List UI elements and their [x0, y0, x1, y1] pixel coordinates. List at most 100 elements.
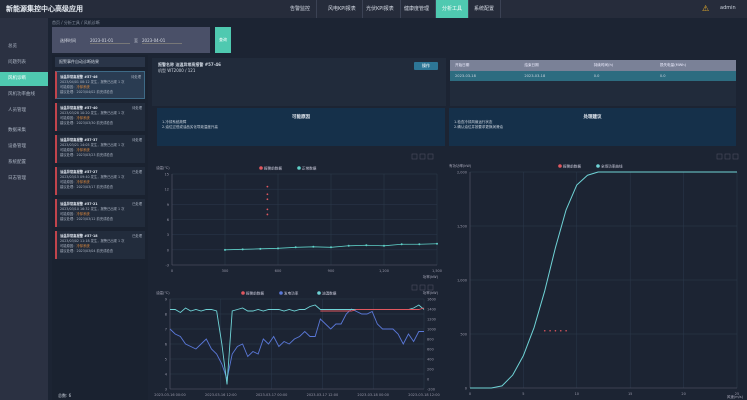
x-tick-label: 15	[628, 392, 632, 396]
event-card[interactable]: 油温异常高报警 #57-18 已处理 2023/03/02 11:18 发生，报警已…	[55, 231, 145, 259]
nav-item[interactable]: 光伏KPI报表	[360, 0, 401, 18]
sidebar-item[interactable]: 日志管理	[8, 176, 26, 181]
end-date-input[interactable]: 2023-04-01	[142, 38, 182, 44]
card-status: 待处理	[132, 106, 142, 110]
normal-data-point	[277, 247, 279, 250]
event-card[interactable]: 油温异常高报警 #57-46 待处理 2023/04/01 08:12 发生，报警已…	[55, 71, 145, 99]
table-header: 结束日期	[519, 60, 589, 71]
nav-item[interactable]: 健康度管理	[398, 0, 437, 18]
normal-data-point	[347, 244, 350, 247]
x-tick-label: 2023-03-18 12:00	[408, 393, 440, 397]
legend-label: 报警前数据	[246, 291, 264, 296]
event-card[interactable]: 油温异常高报警 #57-37 待处理 2023/03/21 14:05 发生，报警已…	[55, 135, 145, 163]
sidebar-item[interactable]: 风机诊断	[0, 72, 48, 86]
card-time: 2023/03/21 14:05 发生，报警已出现 1 次	[60, 143, 125, 147]
sidebar-item[interactable]: 系统配置	[8, 160, 26, 165]
legend-label: 全场功率曲线	[601, 164, 623, 169]
alarm-data-point	[266, 193, 269, 196]
save-icon	[732, 153, 739, 160]
event-card[interactable]: 油温异常高报警 #57-21 已处理 2023/03/10 16:32 发生，报警已…	[55, 199, 145, 227]
alarm-data-point	[266, 185, 269, 188]
card-cause-tag: 冷却系统	[76, 148, 90, 152]
y-tick-label: 6	[167, 218, 169, 222]
sidebar-item[interactable]: 人员管理	[8, 108, 26, 113]
normal-data-point	[418, 243, 421, 246]
alarm-data-point	[559, 329, 562, 332]
legend-label: 报警前数据	[563, 164, 581, 169]
start-date-input[interactable]: 2023-01-01	[90, 38, 130, 44]
sidebar-item[interactable]: 设备管理	[8, 144, 26, 149]
y2-axis-label: 功率(kW)	[423, 290, 439, 295]
legend-marker	[558, 164, 562, 168]
y-tick-label: 15	[165, 173, 169, 177]
alarm-data-point	[543, 329, 546, 332]
event-card[interactable]: 油温异常高报警 #57-27 已处理 2023/03/15 09:40 发生，报警已…	[55, 167, 145, 195]
alarm-data-point	[554, 329, 557, 332]
card-cause-tag: 冷却系统	[76, 85, 90, 89]
x-tick-label: 0	[171, 269, 173, 273]
x-tick-label: 2023-03-16 12:00	[205, 393, 237, 397]
advice-panel: 处理建议 1.检查冷却风扇运行状态 2.确认油位并按要求更换润滑油	[449, 108, 736, 146]
info-panel: 报警名称 油温异常高报警 #57-46 机型 WT2000 / 121	[152, 58, 446, 106]
table-cell: 0.0	[588, 71, 655, 81]
y2-tick-label: 0	[427, 378, 429, 382]
nav-item[interactable]: 分析工具	[436, 0, 470, 18]
card-advice: 建议处理：2023/03/12 前完成检查	[60, 217, 114, 221]
alarm-name: 报警名称 油温异常高报警 #57-46	[158, 62, 221, 67]
event-list-title[interactable]: 报警事件自动诊断结果	[55, 57, 145, 67]
normal-data-point	[330, 246, 332, 249]
normal-data-point	[400, 243, 403, 246]
nav-item[interactable]: 系统配置	[468, 0, 502, 18]
card-status: 待处理	[131, 75, 141, 79]
table-header: 开始日期	[450, 60, 520, 71]
sidebar-item[interactable]: 风机功率曲线	[8, 92, 35, 97]
normal-data-point	[259, 247, 262, 250]
cause-line: 1.冷却系统故障	[162, 120, 187, 124]
turbine-model: 机型 WT2000 / 121	[158, 68, 196, 73]
legend-marker	[297, 166, 301, 170]
filter-label: 选择时间	[60, 38, 76, 43]
y2-tick-label: 1000	[427, 328, 436, 332]
card-title: 油温异常高报警 #57-21	[60, 202, 98, 206]
x-tick-label: 1,500	[432, 269, 442, 273]
alarm-data-point	[266, 198, 269, 201]
alarm-data-point	[549, 329, 551, 332]
nav-item[interactable]: 风电KPI报表	[322, 0, 363, 18]
x-axis-label: 风速(m/s)	[727, 394, 744, 399]
x-tick-label: 10	[575, 392, 579, 396]
nav-item[interactable]: 告警监控	[284, 0, 318, 18]
y2-tick-label: 600	[427, 348, 434, 352]
alarm-data-point	[266, 213, 269, 216]
normal-data-point	[383, 244, 385, 247]
y-axis-label: 油温(℃)	[156, 165, 170, 170]
card-title: 油温异常高报警 #57-40	[60, 106, 98, 110]
card-cause-tag: 冷却系统	[76, 244, 90, 248]
cause-line: 2.油位过低或油品劣化导致温度升高	[162, 125, 218, 129]
table-header: 损失电量(MWh)	[654, 60, 736, 71]
power-curve-line	[470, 171, 737, 389]
sidebar-item[interactable]: 数据采集	[8, 128, 26, 133]
y-tick-label: 5	[165, 358, 167, 362]
y-tick-label: 7	[165, 328, 167, 332]
card-cause-label: 可能原因：	[60, 180, 77, 184]
power-line	[169, 308, 424, 381]
legend-label: 发电功率	[284, 291, 299, 296]
y-tick-label: 500	[460, 333, 467, 337]
y-tick-label: 8	[165, 313, 167, 317]
legend-marker	[279, 291, 283, 295]
y2-tick-label: 800	[427, 338, 434, 342]
query-button[interactable]: 查询	[215, 27, 231, 53]
sidebar-item[interactable]: 总览	[8, 44, 17, 49]
card-cause-tag: 冷却系统	[76, 212, 90, 216]
normal-data-point	[312, 245, 315, 248]
event-card[interactable]: 油温异常高报警 #57-40 待处理 2023/03/28 10:20 发生，报警已…	[55, 103, 145, 131]
warning-icon[interactable]: ⚠	[702, 4, 710, 13]
event-list: 报警事件自动诊断结果 油温异常高报警 #57-46 待处理 2023/04/01 0…	[52, 55, 148, 400]
card-advice: 建议处理：2023/03/30 前完成检查	[60, 121, 114, 125]
operate-button[interactable]: 操作	[414, 62, 438, 70]
user-menu[interactable]: admin	[720, 5, 736, 11]
sidebar-item[interactable]: 问题列表	[8, 60, 26, 65]
breadcrumb: 首页 / 分析工具 / 风机诊断	[52, 20, 100, 25]
legend-marker	[317, 291, 321, 295]
y-tick-label: 4	[165, 373, 168, 377]
